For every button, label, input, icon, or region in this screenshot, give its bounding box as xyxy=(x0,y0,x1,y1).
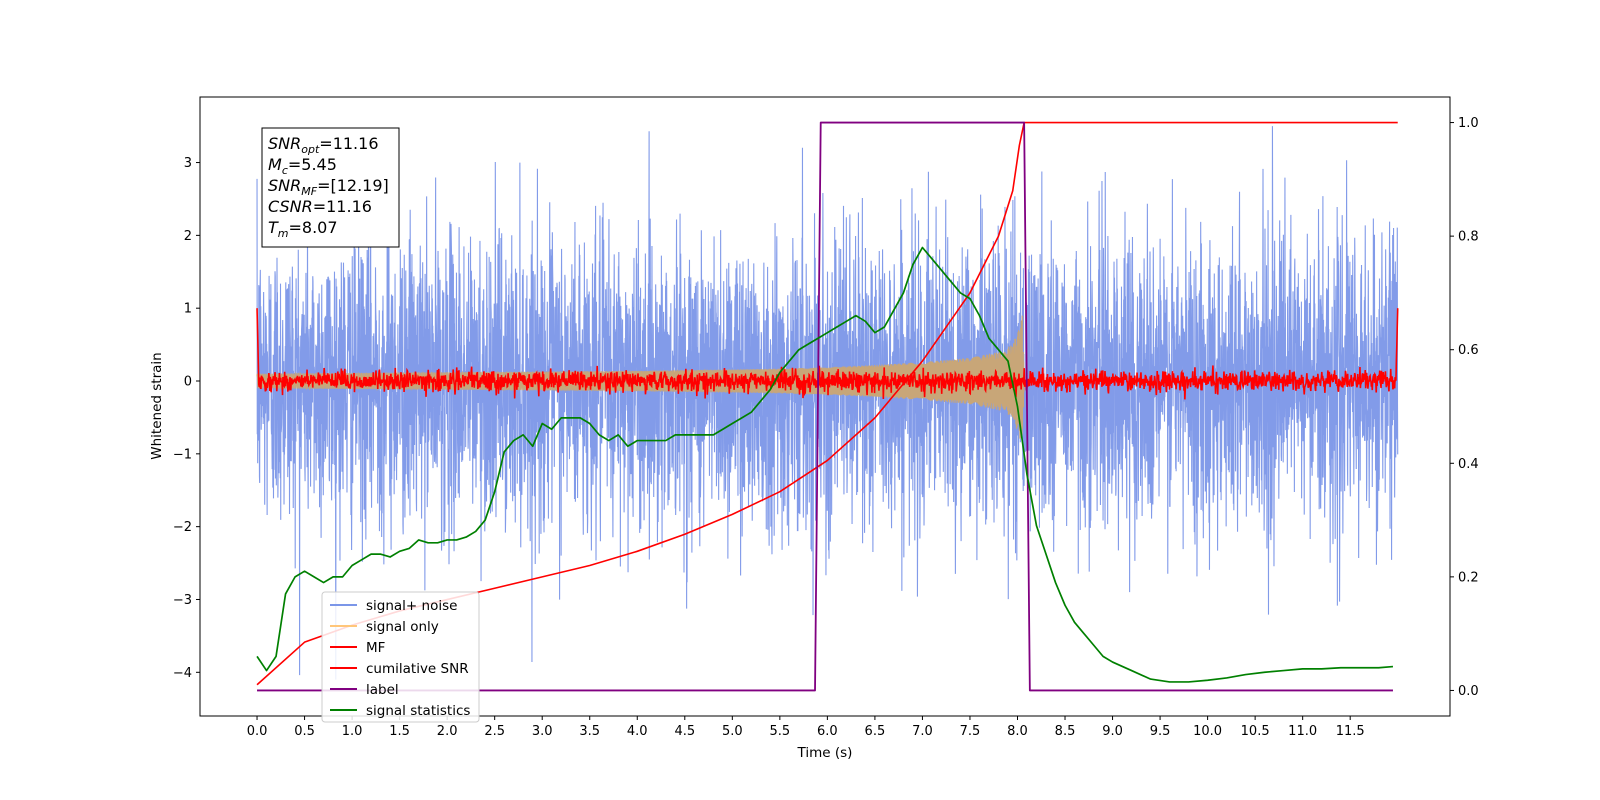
stats-box-frame xyxy=(261,127,400,248)
x-tick-label: 5.0 xyxy=(722,724,743,739)
y-tick-label: 3 xyxy=(184,156,192,171)
legend: signal+ noise signal only MF cumilative SNR… xyxy=(321,591,480,723)
y-tick-label: −3 xyxy=(173,593,192,608)
y2-tick-label: 0.2 xyxy=(1458,570,1479,585)
legend-entry: MF xyxy=(366,640,385,656)
stat-line: SNRopt=11.16 xyxy=(268,134,379,156)
stats-box: SNRopt=11.16Mc=5.45SNRMF=[12.19]CSNR=11.… xyxy=(261,127,400,248)
x-tick-label: 8.5 xyxy=(1055,724,1076,739)
x-tick-label: 7.5 xyxy=(960,724,981,739)
x-tick-label: 4.0 xyxy=(627,724,648,739)
y-tick-label: 0 xyxy=(184,375,192,390)
x-tick-label: 11.5 xyxy=(1336,724,1365,739)
x-tick-label: 0.5 xyxy=(294,724,315,739)
series-signal-statistics xyxy=(256,246,1394,683)
y-tick-label: 2 xyxy=(184,229,192,244)
legend-entry: cumilative SNR xyxy=(366,661,469,677)
series-label xyxy=(257,121,1393,692)
legend-frame xyxy=(321,591,480,723)
x-tick-label: 1.5 xyxy=(389,724,410,739)
series-mf xyxy=(256,308,1399,400)
x-tick-label: 6.5 xyxy=(865,724,886,739)
y2-tick-label: 0.0 xyxy=(1458,684,1479,699)
x-tick-label: 6.0 xyxy=(817,724,838,739)
y-tick-label: −2 xyxy=(173,520,192,535)
y-tick-label: 1 xyxy=(184,302,192,317)
x-tick-label: 1.0 xyxy=(342,724,363,739)
legend-entry: signal only xyxy=(366,619,439,635)
x-tick-label: 9.0 xyxy=(1102,724,1123,739)
legend-entry: signal statistics xyxy=(366,703,470,719)
x-tick-label: 2.5 xyxy=(484,724,505,739)
y-tick-label: −4 xyxy=(173,666,192,681)
x-tick-label: 2.0 xyxy=(437,724,458,739)
stat-line: Tm=8.07 xyxy=(268,218,338,240)
stat-line: Mc=5.45 xyxy=(268,155,337,177)
x-tick-label: 3.5 xyxy=(579,724,600,739)
y2-tick-label: 0.6 xyxy=(1458,343,1479,358)
x-tick-label: 3.0 xyxy=(532,724,553,739)
ticks-layer: 0.0 0.5 1.0 1.5 2.0 2.5 3.0 3.5 4.0 4.5 5.0 5.5 6.0 6… xyxy=(173,116,1479,739)
stat-line: SNRMF=[12.19] xyxy=(268,176,389,198)
y2-tick-label: 0.8 xyxy=(1458,230,1479,245)
stat-line: CSNR=11.16 xyxy=(268,197,372,216)
legend-entry: signal+ noise xyxy=(366,598,457,614)
y-tick-label: −1 xyxy=(173,447,192,462)
x-tick-label: 5.5 xyxy=(770,724,791,739)
x-tick-label: 9.5 xyxy=(1150,724,1171,739)
x-tick-label: 7.0 xyxy=(912,724,933,739)
legend-entry: label xyxy=(366,682,399,698)
x-tick-label: 4.5 xyxy=(674,724,695,739)
x-tick-label: 10.0 xyxy=(1193,724,1222,739)
plot-frame xyxy=(199,96,1451,717)
x-axis-title: Time (s) xyxy=(797,745,853,761)
y2-tick-label: 1.0 xyxy=(1458,116,1479,131)
y-axis-title: Whitened strain xyxy=(149,352,165,459)
x-tick-label: 8.0 xyxy=(1007,724,1028,739)
x-tick-label: 10.5 xyxy=(1241,724,1270,739)
y2-tick-label: 0.4 xyxy=(1458,457,1479,472)
x-tick-label: 0.0 xyxy=(247,724,268,739)
x-tick-label: 11.0 xyxy=(1288,724,1317,739)
